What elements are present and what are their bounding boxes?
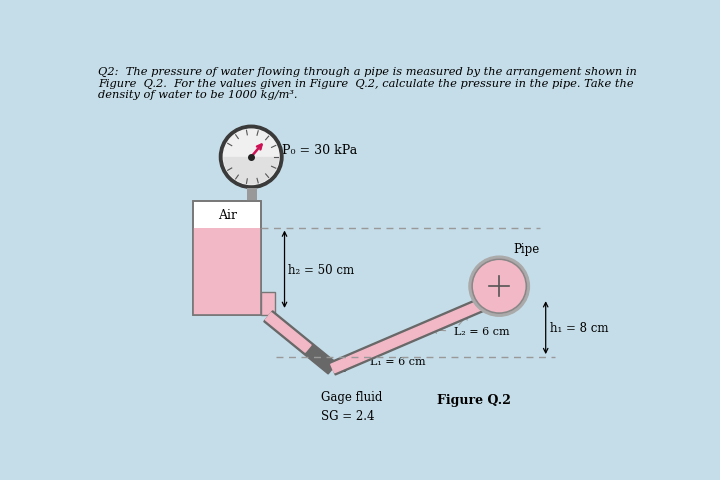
Bar [246,189,256,201]
Text: Gage fluid
SG = 2.4: Gage fluid SG = 2.4 [321,390,382,422]
Text: L₁ = 6 cm: L₁ = 6 cm [370,356,426,366]
Text: h₂ = 50 cm: h₂ = 50 cm [289,263,354,276]
Text: P₀ = 30 kPa: P₀ = 30 kPa [282,144,357,156]
Polygon shape [330,296,490,375]
Text: L₂ = 6 cm: L₂ = 6 cm [454,326,509,336]
Bar [193,201,261,315]
Text: Figure Q.2: Figure Q.2 [437,394,510,407]
Text: Q2:  The pressure of water flowing through a pipe is measured by the arrangement: Q2: The pressure of water flowing throug… [98,67,636,77]
Text: Pipe: Pipe [513,242,539,255]
Circle shape [472,260,526,313]
Text: Air: Air [217,208,237,221]
Bar [193,228,261,315]
Text: density of water to be 1000 kg/m³.: density of water to be 1000 kg/m³. [98,90,297,100]
Polygon shape [264,311,337,374]
Polygon shape [265,313,311,352]
Text: Water: Water [482,276,516,286]
Text: Figure  Q.2.  For the values given in Figure  Q.2, calculate the pressure in the: Figure Q.2. For the values given in Figu… [98,78,634,88]
Circle shape [223,130,279,185]
Circle shape [220,126,283,189]
Text: θ: θ [341,361,348,374]
Circle shape [469,257,529,316]
Bar [193,201,261,315]
Text: Water
15°C: Water 15°C [208,249,246,281]
Wedge shape [223,157,279,185]
Text: h₁ = 8 cm: h₁ = 8 cm [549,322,608,335]
Text: 15°C: 15°C [485,289,513,299]
Bar [261,292,275,315]
Polygon shape [330,299,489,373]
